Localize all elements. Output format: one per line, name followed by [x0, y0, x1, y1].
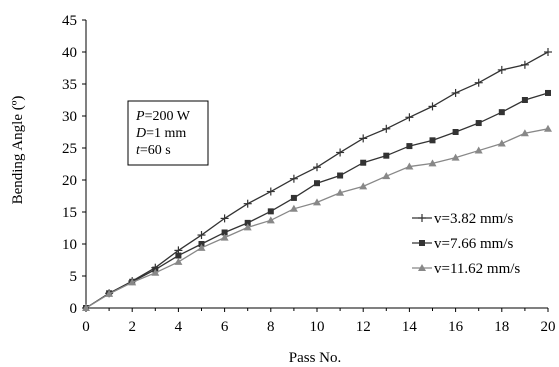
y-tick-label: 40	[62, 45, 77, 61]
data-point	[405, 113, 414, 122]
data-point	[383, 152, 390, 159]
x-tick-label: 18	[494, 319, 509, 335]
legend-marker	[419, 240, 425, 246]
x-tick-label: 14	[402, 319, 418, 335]
data-point	[475, 120, 482, 127]
x-tick-label: 6	[221, 319, 229, 335]
parameter-line: P=200 W	[135, 109, 191, 124]
y-tick-label: 0	[70, 301, 78, 317]
data-point	[267, 208, 274, 215]
data-point	[429, 137, 436, 144]
data-point	[521, 97, 528, 103]
data-point	[545, 89, 551, 96]
x-tick-label: 0	[82, 319, 90, 335]
legend-marker	[418, 214, 426, 222]
data-point	[405, 162, 414, 170]
data-point	[451, 88, 460, 97]
data-point	[151, 268, 160, 276]
data-point	[520, 60, 529, 69]
data-point	[336, 188, 345, 196]
legend-entry: v=3.82 mm/s	[412, 211, 513, 227]
data-point	[428, 102, 437, 111]
x-tick-label: 16	[448, 319, 464, 335]
data-point	[544, 124, 552, 132]
data-point	[474, 146, 483, 154]
y-tick-label: 35	[62, 77, 77, 93]
parameter-line: t=60 s	[136, 143, 171, 158]
data-point	[197, 243, 206, 251]
data-point	[220, 214, 229, 223]
legend-label: v=7.66 mm/s	[434, 236, 513, 252]
legend-label: v=11.62 mm/s	[434, 261, 520, 277]
legend-entry: v=7.66 mm/s	[412, 236, 513, 252]
data-point	[128, 278, 137, 286]
data-point	[289, 204, 298, 212]
data-point	[544, 48, 552, 56]
data-point	[497, 139, 506, 147]
data-point	[244, 219, 251, 226]
data-point	[520, 129, 529, 137]
parameter-box: P=200 W D=1 mm t=60 s	[127, 100, 209, 166]
series-group	[82, 48, 552, 312]
data-point	[82, 304, 90, 311]
data-point	[290, 194, 297, 201]
data-point	[474, 78, 483, 87]
data-point	[314, 180, 320, 187]
data-point	[337, 172, 344, 179]
y-tick-label: 5	[70, 269, 78, 285]
x-tick-label: 8	[267, 319, 275, 335]
data-point	[497, 65, 506, 74]
y-tick-label: 15	[62, 205, 77, 221]
data-point	[220, 233, 229, 241]
x-tick-label: 4	[175, 319, 183, 335]
y-axis-title: Bending Angle (º)	[10, 96, 26, 205]
data-point	[266, 187, 275, 196]
y-tick-label: 20	[62, 173, 77, 189]
data-point	[451, 153, 460, 161]
parameter-line: D=1 mm	[135, 126, 186, 141]
y-tick-label: 30	[62, 109, 77, 125]
data-point	[498, 109, 505, 116]
data-point	[174, 257, 183, 265]
data-point	[359, 182, 368, 190]
y-tick-label: 45	[62, 13, 77, 29]
data-point	[175, 252, 182, 259]
data-point	[360, 159, 367, 166]
legend-marker	[418, 264, 426, 271]
data-point	[266, 216, 275, 224]
x-tick-label: 12	[356, 319, 371, 335]
data-point	[289, 174, 298, 183]
legend-entry: v=11.62 mm/s	[412, 261, 520, 277]
x-tick-label: 20	[541, 319, 556, 335]
data-point	[243, 223, 252, 231]
data-point	[221, 229, 228, 236]
data-point	[197, 231, 206, 240]
data-point	[105, 289, 114, 297]
data-point	[313, 163, 321, 172]
tick-labels: 0 5 10 15 20 25 30 35 40 45 0 2 4 6 8 10 12 14 16 18 20	[62, 13, 556, 335]
data-point	[359, 134, 368, 143]
x-tick-label: 10	[310, 319, 325, 335]
legend-label: v=3.82 mm/s	[434, 211, 513, 227]
data-point	[313, 198, 321, 206]
series-3	[82, 124, 552, 311]
legend: v=3.82 mm/s v=7.66 mm/s v=11.62 mm/s	[412, 211, 520, 277]
y-tick-label: 10	[62, 237, 77, 253]
data-point	[406, 143, 413, 150]
data-point	[382, 124, 391, 133]
parameter-box-frame	[127, 100, 209, 166]
y-tick-label: 25	[62, 141, 77, 157]
x-axis-title: Pass No.	[289, 350, 342, 366]
data-point	[382, 172, 391, 180]
x-tick-label: 2	[128, 319, 136, 335]
data-point	[428, 159, 437, 167]
data-point	[452, 129, 459, 135]
data-point	[336, 148, 345, 157]
data-point	[243, 199, 252, 208]
